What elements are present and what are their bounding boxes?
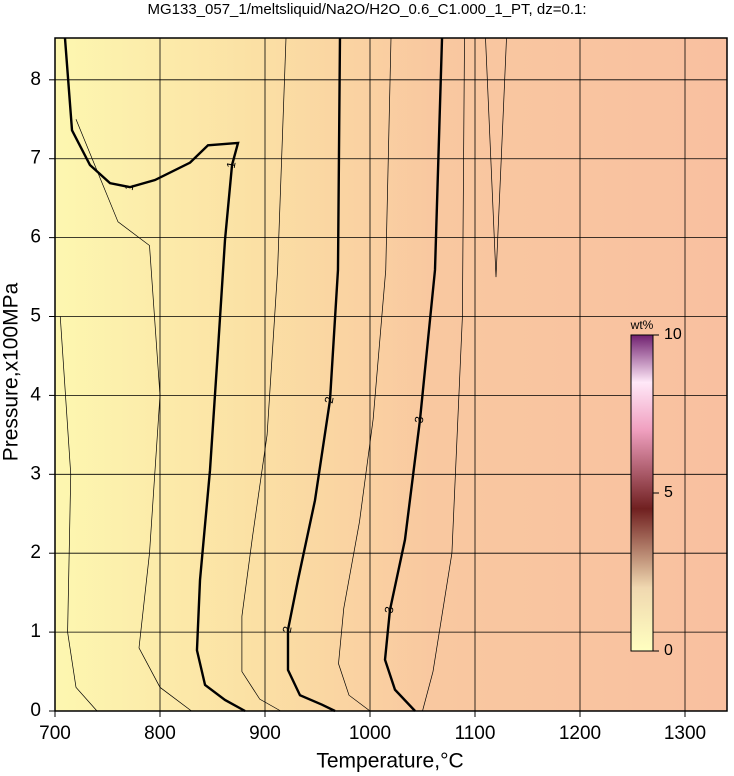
y-tick-label: 0 xyxy=(30,700,41,721)
contour-line xyxy=(338,37,392,712)
y-tick-label: 5 xyxy=(30,306,41,327)
y-tick-label: 4 xyxy=(30,384,41,405)
y-tick-label: 3 xyxy=(30,463,41,484)
y-axis-label: Pressure,x100MPa xyxy=(0,282,23,461)
contour-label: 1 xyxy=(122,182,137,191)
contour-label: 3 xyxy=(412,415,427,424)
field xyxy=(55,38,727,711)
x-tick-label: 900 xyxy=(249,723,281,744)
y-tick-label: 7 xyxy=(30,148,41,169)
x-tick-label: 1200 xyxy=(559,723,601,744)
x-tick-label: 1300 xyxy=(664,723,706,744)
x-tick-label: 1000 xyxy=(349,723,391,744)
contour-line xyxy=(75,119,192,712)
contour-label: 2 xyxy=(280,625,295,634)
colorbar-tick-label: 0 xyxy=(664,642,673,659)
x-tick-label: 1100 xyxy=(455,723,496,744)
colorbar-tick-label: 10 xyxy=(664,326,682,343)
contour-line xyxy=(241,37,287,712)
contour-line xyxy=(383,37,444,712)
contour-label: 1 xyxy=(224,160,239,169)
frame xyxy=(54,37,728,712)
contour-label: 3 xyxy=(382,605,397,614)
y-tick-label: 2 xyxy=(30,542,41,563)
contour-line xyxy=(59,316,98,712)
x-axis-label: Temperature,°C xyxy=(316,750,463,773)
y-tick-label: 1 xyxy=(30,621,41,642)
contour-line xyxy=(422,37,465,712)
chart-title: MG133_057_1/meltsliquid/Na2O/H2O_0.6_C1.… xyxy=(147,1,586,18)
contour-line xyxy=(485,37,507,278)
y-tick-label: 6 xyxy=(30,227,41,248)
colorbar-tick-label: 5 xyxy=(664,484,673,501)
contour-line xyxy=(286,37,342,713)
x-tick-label: 700 xyxy=(39,723,71,744)
x-tick-label: 800 xyxy=(144,723,176,744)
contour-label: 2 xyxy=(322,395,337,404)
y-tick-label: 8 xyxy=(30,69,41,90)
contour-line xyxy=(63,37,246,713)
colorbar-label: wt% xyxy=(630,318,654,332)
colorbar xyxy=(630,334,654,652)
